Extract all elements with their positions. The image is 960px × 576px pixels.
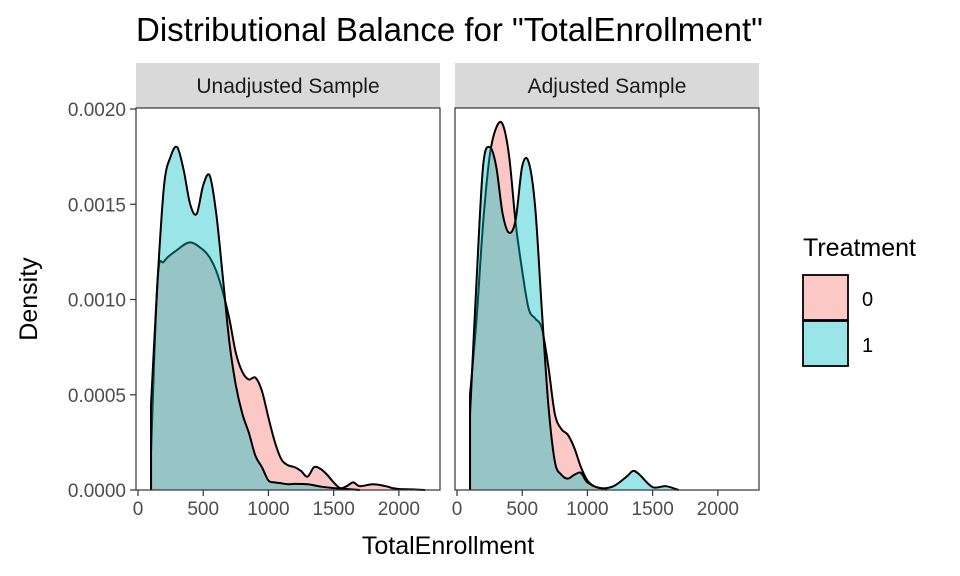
- density-line-group-0: [469, 120, 608, 491]
- panel-unadjusted: Unadjusted Sample 0 500 1000 1500 2000: [133, 63, 441, 520]
- x-tick-label: 1000: [566, 499, 608, 520]
- density-line-group-1: [469, 145, 680, 491]
- x-tick-label: 2000: [697, 499, 739, 520]
- x-tick-label: 500: [187, 499, 219, 520]
- density-fill-group-0: [151, 242, 425, 490]
- density-fill-group-0: [470, 121, 607, 491]
- x-tick-label: 0: [452, 499, 463, 520]
- y-tick-label: 0.0015: [68, 195, 126, 216]
- y-axis-ticks: 0.0000 0.0005 0.0010 0.0015 0.0020: [68, 100, 136, 502]
- panel-adjusted: Adjusted Sample 0 500 1000 1500 2000: [452, 63, 760, 520]
- legend-key-0: [802, 274, 849, 321]
- x-axis-title: TotalEnrollment: [362, 532, 534, 560]
- x-tick-label: 0: [133, 499, 144, 520]
- x-tick-label: 2000: [378, 499, 420, 520]
- legend-key-1: [802, 320, 849, 367]
- legend: Treatment 0 1: [802, 234, 916, 367]
- density-fill-group-1: [470, 146, 679, 490]
- strip-background: [136, 63, 440, 108]
- y-tick-label: 0.0005: [68, 386, 126, 407]
- strip-background: [455, 63, 759, 108]
- panel-border: [454, 107, 760, 491]
- density-line-group-1: [150, 145, 360, 491]
- x-tick-label: 500: [506, 499, 538, 520]
- chart-title: Distributional Balance for "TotalEnrollm…: [136, 11, 763, 48]
- y-tick-label: 0.0000: [68, 481, 126, 502]
- density-line-group-0: [150, 241, 426, 491]
- strip-label-adjusted: Adjusted Sample: [528, 75, 687, 98]
- density-areas-adjusted: [469, 120, 680, 491]
- x-tick-label: 1500: [313, 499, 355, 520]
- y-tick-label: 0.0020: [68, 100, 126, 121]
- legend-title: Treatment: [803, 234, 916, 262]
- y-axis-title: Density: [15, 257, 43, 341]
- x-tick-label: 1000: [247, 499, 289, 520]
- density-fill-group-1: [151, 146, 360, 490]
- x-axis-ticks-adjusted: 0 500 1000 1500 2000: [452, 490, 739, 520]
- legend-label-1: 1: [862, 335, 873, 357]
- density-areas-unadjusted: [150, 145, 426, 491]
- legend-label-0: 0: [862, 289, 873, 311]
- x-tick-label: 1500: [632, 499, 674, 520]
- x-axis-ticks-unadjusted: 0 500 1000 1500 2000: [133, 490, 420, 520]
- strip-label-unadjusted: Unadjusted Sample: [196, 75, 379, 98]
- y-tick-label: 0.0010: [68, 291, 126, 312]
